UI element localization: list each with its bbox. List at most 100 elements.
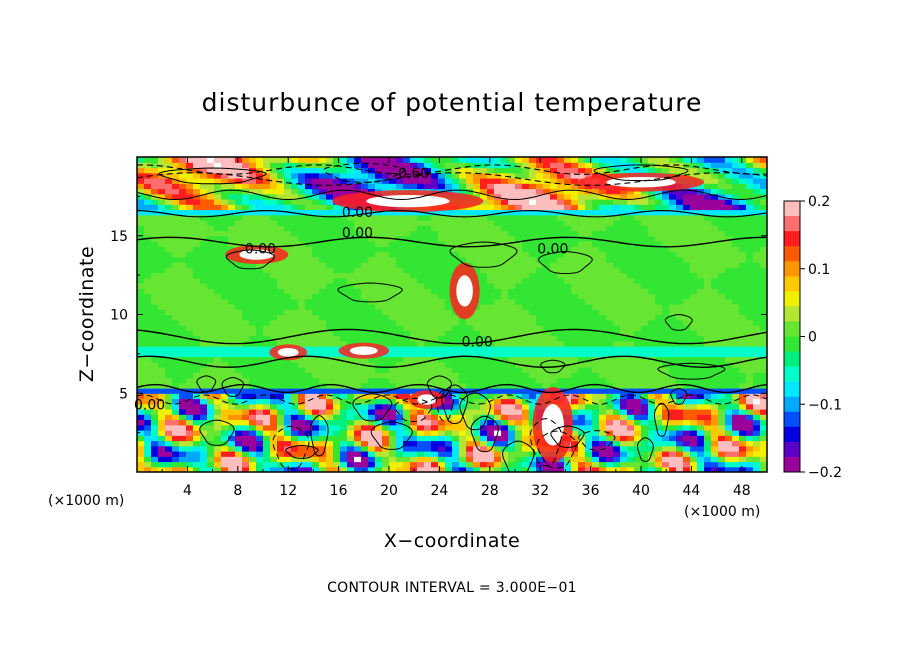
field-cell [466, 414, 474, 421]
field-cell [165, 293, 173, 300]
field-cell [249, 267, 257, 274]
field-cell [676, 298, 684, 305]
field-cell [333, 440, 341, 447]
field-cell [137, 377, 145, 384]
field-cell [291, 272, 299, 279]
field-cell [704, 293, 712, 300]
field-cell [683, 172, 691, 179]
field-cell [207, 230, 215, 237]
field-cell [200, 277, 208, 284]
field-cell [319, 330, 327, 337]
field-cell [480, 388, 488, 394]
field-cell [522, 214, 530, 221]
field-cell [620, 309, 628, 316]
field-cell [424, 346, 432, 352]
field-cell [711, 309, 719, 316]
field-cell [256, 398, 264, 405]
field-cell [326, 319, 334, 326]
field-cell [585, 272, 593, 279]
field-cell [221, 283, 229, 289]
field-cell [200, 435, 208, 442]
field-cell [620, 372, 628, 379]
field-cell [655, 419, 663, 426]
field-cell [459, 178, 467, 184]
field-cell [550, 346, 558, 352]
field-cell [508, 199, 516, 205]
field-cell [396, 183, 404, 190]
field-cell [165, 403, 173, 410]
field-cell [627, 230, 635, 237]
field-cell [375, 235, 383, 242]
field-cell [662, 445, 670, 452]
field-cell [172, 398, 180, 405]
field-cell [599, 424, 607, 431]
field-cell [417, 256, 425, 263]
field-cell [354, 367, 362, 373]
field-cell [333, 335, 341, 342]
field-cell [256, 288, 264, 295]
field-cell [242, 204, 250, 211]
field-cell [249, 209, 257, 216]
field-cell [536, 293, 544, 300]
field-cell [298, 409, 306, 415]
field-cell [697, 430, 705, 436]
field-cell [578, 409, 586, 415]
field-cell [697, 325, 705, 331]
field-cell [431, 430, 439, 436]
field-cell [242, 225, 250, 232]
field-cell [179, 304, 187, 310]
field-cell [431, 319, 439, 326]
field-cell [676, 356, 684, 363]
field-cell [389, 461, 397, 468]
field-cell [368, 288, 376, 295]
field-cell [354, 178, 362, 184]
field-cell [445, 335, 453, 342]
field-cell [473, 393, 481, 400]
field-cell [445, 188, 453, 195]
field-cell [550, 235, 558, 242]
field-cell [704, 230, 712, 237]
field-cell [186, 157, 194, 163]
field-cell [403, 304, 411, 310]
field-cell [613, 230, 621, 237]
field-cell [529, 293, 537, 300]
field-cell [172, 451, 180, 457]
field-cell [466, 372, 474, 379]
field-cell [200, 230, 208, 237]
field-cell [137, 451, 145, 457]
field-cell [277, 230, 285, 237]
field-cell [375, 419, 383, 426]
field-cell [536, 382, 544, 389]
field-cell [585, 451, 593, 457]
field-cell [676, 272, 684, 279]
field-cell [620, 440, 628, 447]
field-cell [424, 356, 432, 363]
field-cell [333, 330, 341, 337]
field-cell [424, 445, 432, 452]
field-cell [186, 214, 194, 221]
field-cell [459, 319, 467, 326]
field-cell [319, 361, 327, 368]
field-cell [697, 288, 705, 295]
field-cell [207, 346, 215, 352]
field-cell [221, 209, 229, 216]
field-cell [697, 262, 705, 268]
field-cell [641, 251, 649, 258]
field-cell [326, 204, 334, 211]
field-cell [697, 335, 705, 342]
field-cell [438, 419, 446, 426]
field-cell [578, 445, 586, 452]
field-cell [494, 209, 502, 216]
field-cell [606, 277, 614, 284]
field-cell [529, 298, 537, 305]
field-cell [704, 204, 712, 211]
field-cell [634, 430, 642, 436]
field-cell [165, 440, 173, 447]
field-cell [144, 414, 152, 421]
field-cell [466, 419, 474, 426]
field-cell [165, 377, 173, 384]
field-cell [473, 377, 481, 384]
field-cell [200, 393, 208, 400]
field-cell [508, 272, 516, 279]
field-cell [200, 456, 208, 463]
